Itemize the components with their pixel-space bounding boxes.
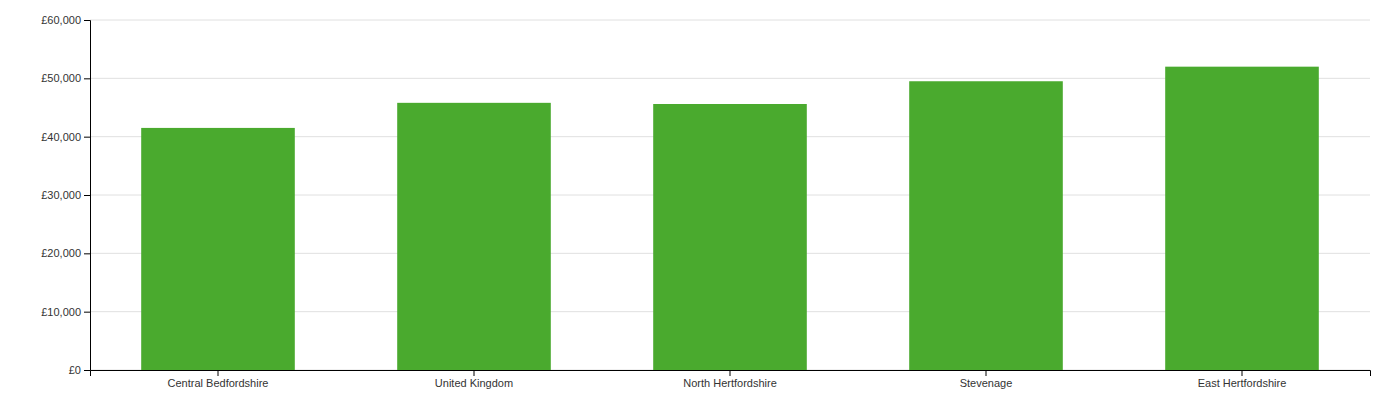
x-tick: Stevenage: [960, 370, 1013, 389]
y-tick: £0: [69, 364, 90, 376]
bar: [909, 81, 1063, 370]
y-tick: £40,000: [41, 131, 90, 143]
bar: [1165, 67, 1319, 370]
chart-container: £0 £10,000 £20,000 £30,000 £40,000 £50,000 £60…: [0, 0, 1390, 415]
bar: [653, 104, 807, 370]
tick-label: £60,000: [41, 14, 81, 26]
y-tick: £10,000: [41, 306, 90, 318]
tick-mark: [474, 370, 475, 376]
tick-label: £40,000: [41, 131, 81, 143]
plot-area: £0 £10,000 £20,000 £30,000 £40,000 £50,000 £60…: [41, 14, 1370, 389]
tick-mark: [84, 137, 90, 138]
x-tick: United Kingdom: [435, 370, 513, 389]
grid-line: [90, 20, 1370, 21]
tick-label: Central Bedfordshire: [168, 377, 269, 389]
y-tick: £20,000: [41, 247, 90, 259]
tick-mark: [84, 253, 90, 254]
bar: [141, 128, 295, 370]
tick-label: Stevenage: [960, 377, 1013, 389]
tick-mark: [986, 370, 987, 376]
tick-mark: [84, 78, 90, 79]
tick-label: North Hertfordshire: [683, 377, 777, 389]
y-tick: £50,000: [41, 72, 90, 84]
y-tick: £60,000: [41, 14, 90, 26]
bars: [141, 67, 1319, 370]
tick-mark: [84, 20, 90, 21]
tick-mark: [1242, 370, 1243, 376]
bar: [397, 103, 551, 370]
grid: [90, 20, 1370, 370]
tick-label: £30,000: [41, 189, 81, 201]
tick-label: United Kingdom: [435, 377, 513, 389]
x-tick: North Hertfordshire: [683, 370, 777, 389]
y-axis: £0 £10,000 £20,000 £30,000 £40,000 £50,000 £60…: [41, 14, 90, 376]
tick-label: £20,000: [41, 247, 81, 259]
x-tick: Central Bedfordshire: [168, 370, 269, 389]
tick-label: £10,000: [41, 306, 81, 318]
tick-label: East Hertfordshire: [1198, 377, 1287, 389]
tick-mark: [218, 370, 219, 376]
x-tick: East Hertfordshire: [1198, 370, 1287, 389]
axis-line: [84, 21, 91, 371]
tick-mark: [84, 312, 90, 313]
tick-mark: [84, 195, 90, 196]
tick-mark: [84, 370, 90, 371]
tick-label: £0: [69, 364, 81, 376]
tick-mark: [730, 370, 731, 376]
y-tick: £30,000: [41, 189, 90, 201]
axis-line: [91, 371, 1371, 377]
x-axis: Central Bedfordshire United Kingdom North …: [91, 370, 1371, 389]
chart-svg: £0 £10,000 £20,000 £30,000 £40,000 £50,000 £60…: [0, 0, 1390, 415]
tick-label: £50,000: [41, 72, 81, 84]
